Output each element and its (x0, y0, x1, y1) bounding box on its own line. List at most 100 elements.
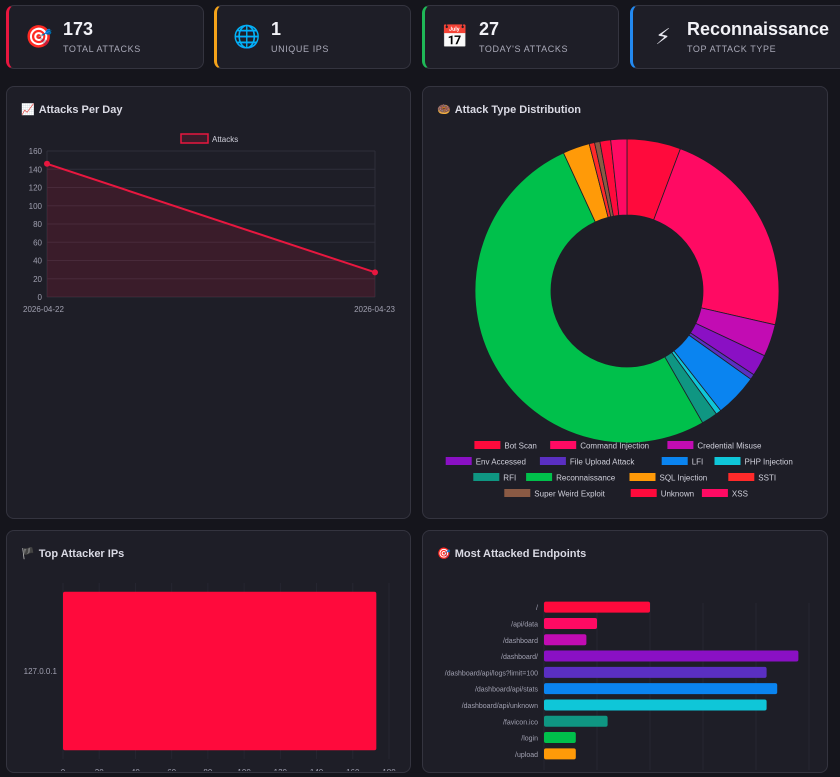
lightning-icon: ⚡ (655, 24, 671, 49)
y-tick-label: /dashboard/ (501, 654, 538, 661)
y-tick-label: /upload (515, 752, 538, 759)
x-tick-label: 80 (203, 768, 212, 771)
legend-label: File Upload Attack (570, 458, 635, 467)
bar (544, 650, 799, 662)
legend-swatch (667, 441, 694, 449)
legend-label: PHP Injection (745, 458, 793, 467)
y-tick-label: 60 (33, 238, 42, 247)
chart-increasing-icon: 📈 (21, 104, 35, 116)
most-attacked-endpoints-chart: 0510152025//api/data/dashboard/dashboard… (445, 601, 810, 770)
series-line (46, 162, 376, 274)
x-tick-label: 40 (131, 768, 140, 771)
legend-label: Env Accessed (476, 458, 526, 467)
y-tick-label: 40 (33, 257, 42, 266)
y-tick-label: 100 (29, 202, 43, 211)
panel-title-text: Attacks Per Day (38, 103, 123, 116)
stat-card-todays-attacks: 📅 27 TODAY'S ATTACKS (422, 5, 619, 69)
legend-swatch (629, 473, 656, 481)
legend-label: Attacks (212, 135, 238, 144)
donut-icon: 🍩 (437, 104, 451, 116)
stat-value: 1 (271, 19, 282, 39)
x-tick-label: 140 (310, 768, 324, 771)
data-point (372, 269, 378, 276)
legend-label: Command Injection (580, 442, 649, 451)
panel-title: 📈 Attacks Per Day (21, 103, 123, 117)
legend-swatch (661, 457, 688, 465)
y-tick-label: /dashboard (503, 638, 538, 645)
legend-label: Bot Scan (504, 442, 536, 451)
y-tick-label: /login (521, 736, 538, 743)
attacks-per-day-panel: 📈 Attacks Per Day 0 20 40 60 80 100 120 140 160 2… (6, 86, 411, 519)
y-tick-label: 20 (33, 275, 42, 284)
x-tick-label: 2026-04-23 (354, 305, 395, 314)
bar (544, 715, 608, 727)
series-area (47, 163, 375, 297)
y-tick-label: / (536, 605, 538, 612)
panel-title: 🏴 Top Attacker IPs (21, 547, 125, 561)
y-tick-label: /dashboard/api/stats (475, 687, 539, 694)
x-tick-label: 20 (95, 768, 104, 771)
y-tick-label: 160 (29, 147, 43, 156)
legend-swatch (539, 457, 566, 465)
legend-label: Super Weird Exploit (534, 490, 605, 499)
x-tick-label: 2026-04-22 (23, 305, 64, 314)
legend-swatch (728, 473, 755, 481)
calendar-icon: 📅 (441, 24, 469, 49)
y-tick-label: 127.0.0.1 (24, 667, 58, 676)
legend-swatch (630, 489, 657, 497)
stat-label: TODAY'S ATTACKS (479, 44, 569, 54)
attack-type-distribution-panel: 🍩 Attack Type Distribution Bot Scan Comma… (422, 86, 828, 519)
legend-swatch (474, 441, 501, 449)
panel-title-text: Attack Type Distribution (454, 103, 582, 116)
legend-label: SQL Injection (660, 474, 708, 483)
panel-title: 🍩 Attack Type Distribution (437, 103, 582, 117)
legend-label: RFI (503, 474, 516, 483)
legend-label: Credential Misuse (697, 442, 762, 451)
bar (63, 591, 377, 751)
x-tick-label: 0 (61, 768, 66, 771)
stat-label: TOP ATTACK TYPE (687, 44, 777, 54)
panel-title-text: Top Attacker IPs (38, 547, 125, 560)
stat-label: UNIQUE IPS (271, 44, 330, 54)
globe-icon: 🌐 (233, 24, 261, 49)
legend-swatch (473, 473, 500, 481)
y-tick-label: /api/data (511, 621, 538, 628)
bar (544, 601, 650, 613)
top-attacker-ips-panel: 🏴 Top Attacker IPs 0 20 40 60 80 100 120 140 160… (6, 530, 411, 773)
panel-title: 🎯 Most Attacked Endpoints (437, 547, 587, 561)
bar (544, 617, 597, 629)
legend-label: LFI (692, 458, 704, 467)
pie-slice-command-injection (653, 148, 780, 326)
x-tick-label: 160 (346, 768, 360, 771)
bar (544, 748, 576, 760)
pie-slice-reconnaissance (474, 152, 704, 444)
legend-swatch (701, 489, 728, 497)
stat-value: 173 (63, 19, 94, 39)
panel-title-text: Most Attacked Endpoints (454, 547, 587, 560)
legend-swatch (714, 457, 741, 465)
legend-swatch (550, 441, 577, 449)
y-tick-label: /favicon.ico (503, 719, 538, 726)
legend-label: Unknown (661, 490, 694, 499)
attack-type-donut-chart: Bot Scan Command Injection Credential Misu… (445, 138, 793, 499)
target-icon: 🎯 (25, 24, 53, 49)
x-tick-label: 60 (167, 768, 176, 771)
bar (544, 634, 587, 646)
stat-card-unique-ips: 🌐 1 UNIQUE IPS (214, 5, 411, 69)
y-tick-label: 0 (38, 293, 43, 302)
bar (544, 699, 767, 711)
legend-swatch (526, 473, 553, 481)
bar (544, 732, 576, 744)
legend-label: SSTI (758, 474, 776, 483)
stat-card-top-attack-type: ⚡ Reconnaissance TOP ATTACK TYPE (630, 5, 840, 69)
top-attacker-ips-chart: 0 20 40 60 80 100 120 140 160 180 127.0.0.1 (24, 583, 396, 771)
stat-card-total-attacks: 🎯 173 TOTAL ATTACKS (6, 5, 204, 69)
bar (544, 683, 778, 695)
data-point (44, 160, 50, 167)
x-tick-label: 120 (274, 768, 288, 771)
flag-icon: 🏴 (21, 548, 35, 560)
y-tick-label: 140 (29, 165, 43, 174)
legend-swatch (445, 457, 472, 465)
x-tick-label: 180 (382, 768, 396, 771)
legend-swatch (504, 489, 531, 497)
